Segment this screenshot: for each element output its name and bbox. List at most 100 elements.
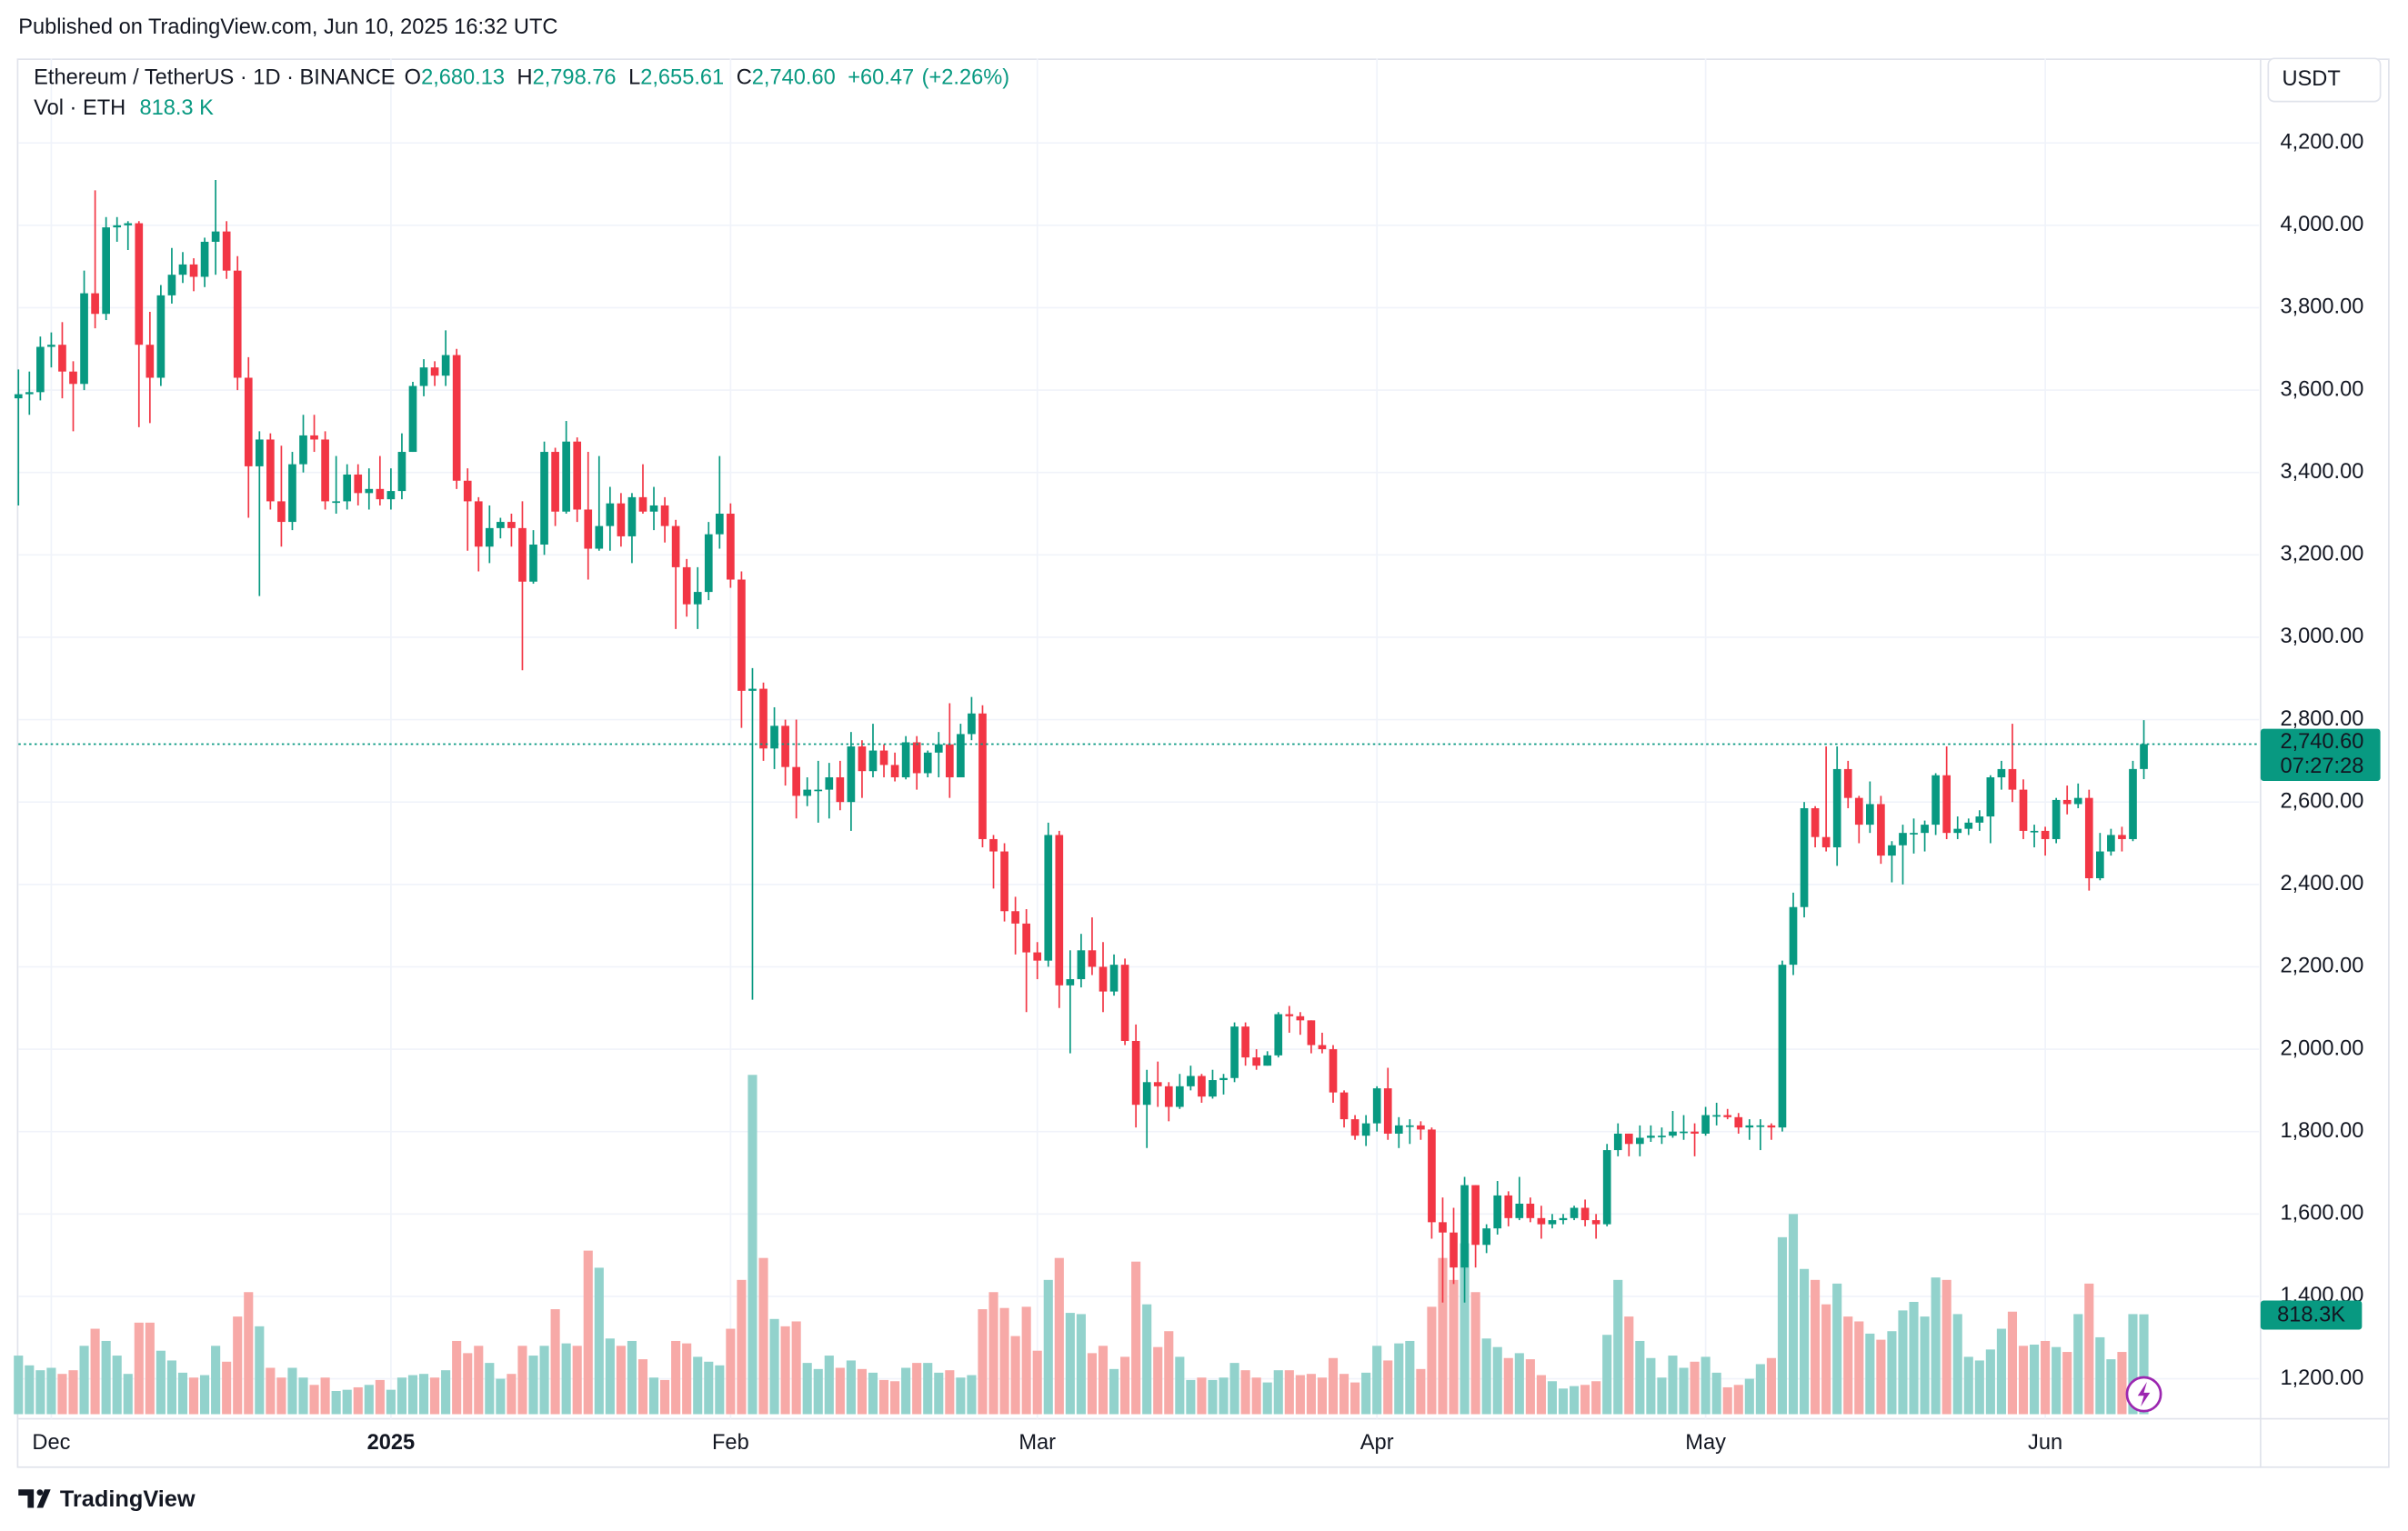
volume-bar: [1898, 1310, 1908, 1415]
candle-body: [1701, 1115, 1710, 1134]
replay-button[interactable]: [2125, 1376, 2162, 1413]
y-tick-label: 1,800.00: [2280, 1119, 2363, 1143]
footer-brand: TradingView: [60, 1486, 196, 1512]
volume-bar: [364, 1385, 374, 1415]
candle-body: [189, 264, 198, 277]
volume-bar: [737, 1279, 747, 1415]
volume-bar: [222, 1361, 232, 1415]
volume-bar: [2062, 1352, 2072, 1415]
candle-body: [266, 439, 275, 502]
volume-bar: [46, 1367, 56, 1415]
candle-body: [1767, 1125, 1776, 1128]
candle-body: [879, 750, 888, 766]
candle-body: [1044, 835, 1053, 961]
candle-body: [814, 789, 823, 792]
candle-body: [1942, 775, 1951, 834]
volume-bar: [2007, 1311, 2018, 1415]
candle-body: [1394, 1125, 1403, 1134]
candle-body: [2019, 789, 2028, 831]
volume-bar: [1941, 1279, 1951, 1415]
volume-bar: [1722, 1386, 1732, 1415]
y-tick-label: 2,600.00: [2280, 789, 2363, 813]
volume-bar: [1558, 1388, 1569, 1415]
candle-body: [1537, 1217, 1546, 1225]
currency-box[interactable]: [2267, 57, 2382, 103]
candle-body: [441, 355, 450, 376]
candle-body: [1997, 768, 2006, 777]
candle-body: [836, 776, 845, 803]
volume-bar: [517, 1346, 527, 1415]
y-tick-label: 2,000.00: [2280, 1036, 2363, 1060]
logo-dot: [36, 1489, 44, 1496]
volume-bar: [507, 1374, 517, 1415]
volume-bar: [988, 1292, 998, 1415]
volume-bar: [912, 1363, 922, 1415]
volume-bar: [726, 1328, 736, 1415]
volume-bar: [1832, 1283, 1842, 1415]
volume-pane: [14, 1075, 2149, 1415]
volume-bar: [1306, 1374, 1316, 1415]
candle-body: [1361, 1123, 1370, 1136]
volume-bar: [637, 1359, 648, 1415]
y-tick-label: 3,600.00: [2280, 377, 2363, 401]
candle-body: [1800, 807, 1809, 907]
volume-bar: [112, 1356, 122, 1415]
candle-body: [1000, 851, 1008, 912]
volume-bar: [835, 1367, 845, 1415]
candle-body: [1209, 1080, 1217, 1097]
candle-body: [1570, 1207, 1579, 1218]
candle-body: [1877, 804, 1885, 856]
ohlc-letter: L: [628, 66, 640, 90]
volume-bar: [1361, 1372, 1371, 1415]
volume-bar: [1909, 1301, 1919, 1415]
candle-body: [1778, 965, 1787, 1128]
volume-bar: [1788, 1214, 1799, 1415]
candle-body: [80, 293, 88, 385]
volume-bar: [1602, 1335, 1612, 1415]
candle-body: [748, 688, 757, 691]
volume-bar: [824, 1356, 834, 1415]
volume-bar: [396, 1377, 406, 1415]
volume-bar: [1065, 1313, 1075, 1415]
volume-bar: [1952, 1314, 1962, 1415]
candle-body: [704, 534, 713, 593]
candle-body: [1591, 1220, 1600, 1225]
candle-body: [1219, 1077, 1228, 1081]
volume-bar: [1657, 1377, 1667, 1415]
candle-body: [1263, 1055, 1272, 1066]
volume-bar: [57, 1374, 67, 1415]
legend-line: Ethereum / TetherUS · 1D · BINANCE O2,680…: [34, 66, 1009, 90]
volume-bar: [1317, 1377, 1328, 1415]
volume-tag: [2260, 1300, 2363, 1330]
volume-bar: [418, 1374, 429, 1415]
volume-bar: [211, 1346, 221, 1415]
volume-bar: [188, 1377, 199, 1415]
candle-body: [847, 746, 856, 803]
volume-bar: [1197, 1377, 1207, 1415]
candle-body: [1559, 1217, 1568, 1221]
volume-bar: [1240, 1370, 1250, 1415]
candle-body: [1821, 836, 1831, 848]
volume-bar: [2106, 1359, 2116, 1415]
candle-body: [781, 725, 789, 767]
volume-bar: [1481, 1338, 1491, 1415]
candle-body: [288, 464, 296, 523]
candle-body: [1712, 1115, 1721, 1117]
ohlc-letter: C: [737, 66, 752, 90]
candle-body: [397, 452, 406, 492]
volume-bar: [1690, 1361, 1700, 1415]
replay-icon[interactable]: [2137, 1382, 2151, 1407]
volume-bar: [298, 1377, 308, 1415]
candle-body: [1088, 950, 1097, 967]
candle-body: [419, 367, 428, 386]
volume-bar: [1920, 1316, 1930, 1415]
volume-bar: [2073, 1314, 2083, 1415]
candle-body: [1691, 1131, 1699, 1134]
volume-bar: [747, 1075, 758, 1415]
volume-bar: [648, 1377, 659, 1415]
candle-body: [36, 346, 45, 393]
volume-bar: [682, 1343, 692, 1415]
volume-bar: [1120, 1356, 1130, 1415]
volume-bar: [715, 1365, 725, 1415]
candle-body: [2062, 799, 2072, 805]
